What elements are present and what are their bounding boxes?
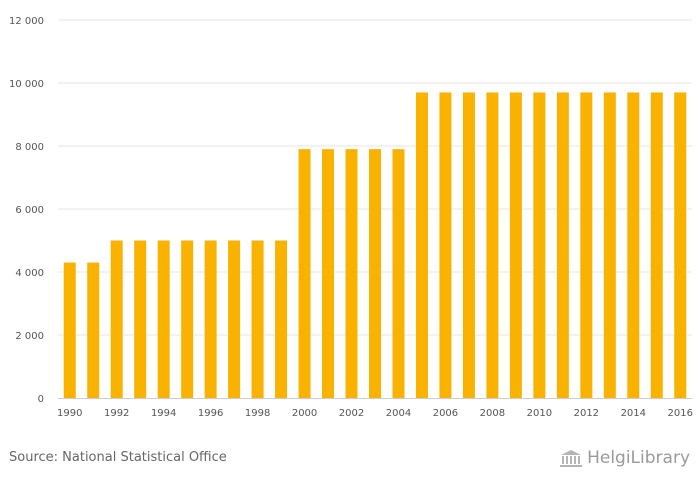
brand-name: HelgiLibrary [587, 448, 690, 468]
bar-2003 [369, 149, 381, 398]
x-tick-label: 2010 [527, 408, 552, 419]
y-tick-label: 4 000 [15, 268, 44, 279]
x-tick-label: 1996 [198, 408, 223, 419]
bar-1995 [181, 240, 194, 398]
x-tick-label: 2012 [574, 408, 599, 419]
bar-2014 [627, 92, 640, 398]
bar-2009 [509, 92, 522, 398]
bar-1997 [228, 240, 241, 398]
bar-2012 [580, 92, 593, 398]
x-tick-label: 2004 [386, 408, 411, 419]
bar-2008 [486, 92, 499, 398]
y-tick-label: 12 000 [9, 16, 44, 27]
x-tick-label: 1992 [104, 408, 129, 419]
y-tick-label: 0 [38, 394, 44, 405]
y-tick-label: 10 000 [9, 79, 44, 90]
bar-1996 [204, 240, 217, 398]
brand-logo[interactable]: HelgiLibrary [559, 448, 690, 468]
x-tick-label: 1994 [151, 408, 176, 419]
x-tick-label: 1998 [245, 408, 270, 419]
bar-2001 [322, 149, 335, 398]
bar-2004 [392, 149, 405, 398]
source-text: Source: National Statistical Office [9, 450, 227, 465]
x-axis-ticks: 1990 1992 1994 1996 1998 2000 2002 2004 2006 2008… [57, 408, 693, 419]
bar-1991 [87, 262, 100, 398]
footer: Source: National Statistical Office Helg… [0, 440, 700, 483]
x-tick-label: 2014 [621, 408, 646, 419]
x-tick-label: 2000 [292, 408, 317, 419]
bars [63, 92, 687, 398]
bar-2006 [439, 92, 452, 398]
x-tick-label: 2006 [433, 408, 458, 419]
y-tick-label: 8 000 [15, 142, 44, 153]
bar-2011 [556, 92, 569, 398]
x-tick-label: 2002 [339, 408, 364, 419]
bar-2005 [415, 92, 428, 398]
bar-2015 [650, 92, 663, 398]
bar-2007 [462, 92, 475, 398]
x-tick-label: 2008 [480, 408, 505, 419]
library-building-icon [560, 450, 583, 467]
bar-1998 [251, 240, 264, 398]
y-axis-ticks: 0 2 000 4 000 6 000 8 000 10 000 12 000 [9, 16, 44, 405]
bar-1990 [63, 262, 76, 398]
bar-2013 [603, 92, 616, 398]
bar-1999 [275, 240, 288, 398]
y-tick-label: 6 000 [15, 205, 44, 216]
bar-1993 [134, 240, 147, 398]
x-tick-label: 1990 [57, 408, 82, 419]
bar-2002 [345, 149, 358, 398]
bar-1992 [110, 240, 123, 398]
bar-1994 [157, 240, 170, 398]
y-tick-label: 2 000 [15, 331, 44, 342]
bar-2000 [298, 149, 311, 398]
bar-2010 [533, 92, 546, 398]
x-tick-label: 2016 [668, 408, 693, 419]
bar-2016 [674, 92, 687, 398]
